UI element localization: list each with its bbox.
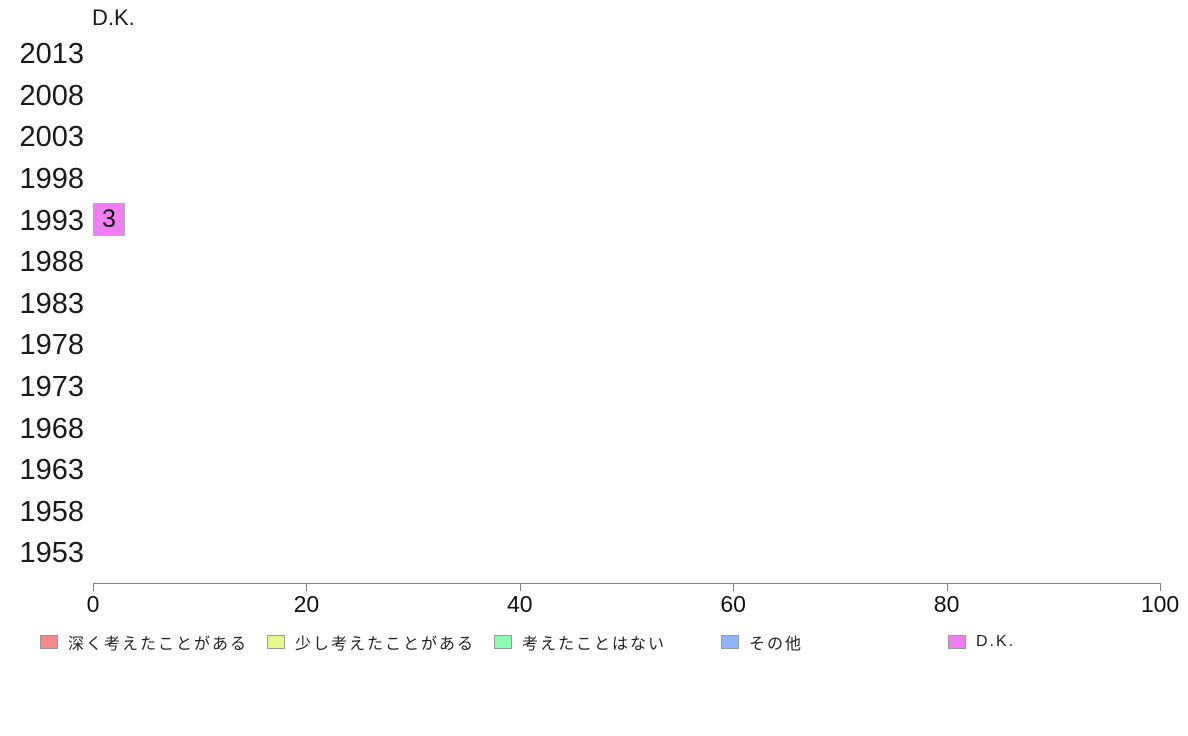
x-tick-label: 60 <box>720 591 746 617</box>
y-axis-label: 1988 <box>19 246 84 279</box>
row-plot-area <box>93 117 1160 159</box>
legend-swatch <box>40 635 58 649</box>
legend-item: その他 <box>721 632 804 653</box>
y-axis-label: 1983 <box>19 287 84 320</box>
y-axis-label: 1973 <box>19 371 84 404</box>
row-plot-area <box>93 76 1160 118</box>
x-tick-mark <box>93 583 94 591</box>
chart-row: 1993 3 <box>0 200 1160 242</box>
bar-1993: 3 <box>93 203 125 237</box>
chart-row: 1998 <box>0 159 1160 201</box>
y-axis-label: 2008 <box>19 79 84 112</box>
chart-row: 2003 <box>0 117 1160 159</box>
chart-row: 1958 <box>0 492 1160 534</box>
x-tick-mark <box>1160 583 1161 591</box>
x-tick-label: 80 <box>933 591 960 617</box>
legend-swatch <box>721 635 739 649</box>
row-plot-area <box>93 34 1160 76</box>
x-axis-line <box>93 583 1160 584</box>
bar-value-label: 3 <box>102 205 116 234</box>
chart-title: D.K. <box>92 5 135 30</box>
legend: 深く考えたことがある 少し考えたことがある 考えたことはない その他 D.K. <box>40 632 1180 654</box>
legend-item: D.K. <box>948 632 1015 652</box>
row-plot-area <box>93 284 1160 326</box>
y-axis-label: 1978 <box>19 329 84 362</box>
legend-label: 深く考えたことがある <box>68 636 249 653</box>
row-plot-area <box>93 533 1160 575</box>
y-axis-label: 1998 <box>19 163 84 196</box>
row-plot-area: 3 <box>93 200 1160 242</box>
legend-label: その他 <box>749 636 804 653</box>
plot-area: 2013 2008 2003 1998 1993 3 1988 1983 1978 1973 196… <box>0 34 1160 575</box>
chart-row: 1953 <box>0 533 1160 575</box>
row-plot-area <box>93 325 1160 367</box>
chart-row: 2008 <box>0 76 1160 118</box>
x-tick-mark <box>733 583 735 591</box>
y-axis-label: 1953 <box>19 537 84 570</box>
y-axis-label: 2003 <box>19 121 84 154</box>
row-plot-area <box>93 242 1160 284</box>
chart-row: 2013 <box>0 34 1160 76</box>
row-plot-area <box>93 450 1160 492</box>
y-axis-label: 1968 <box>19 412 84 445</box>
x-tick-label: 100 <box>1140 591 1180 617</box>
legend-swatch <box>494 635 512 649</box>
legend-label: D.K. <box>976 633 1016 650</box>
chart-row: 1963 <box>0 450 1160 492</box>
chart-row: 1983 <box>0 284 1160 326</box>
x-tick-mark <box>946 583 948 591</box>
chart-row: 1973 <box>0 367 1160 409</box>
legend-label: 少し考えたことがある <box>295 636 476 653</box>
y-axis-label: 2013 <box>19 38 84 71</box>
chart-row: 1978 <box>0 325 1160 367</box>
legend-item: 少し考えたことがある <box>267 632 476 653</box>
legend-item: 考えたことはない <box>494 632 667 653</box>
row-plot-area <box>93 492 1160 534</box>
legend-swatch <box>267 635 285 649</box>
row-plot-area <box>93 159 1160 201</box>
legend-item: 深く考えたことがある <box>40 632 249 653</box>
y-axis-label: 1963 <box>19 454 84 487</box>
x-axis: 0 20 40 60 80 100 <box>87 583 1179 623</box>
y-axis-label: 1958 <box>19 495 84 528</box>
legend-swatch <box>948 635 966 649</box>
x-tick-label: 20 <box>293 591 320 617</box>
y-axis-label: 1993 <box>19 204 84 237</box>
row-plot-area <box>93 367 1160 409</box>
x-tick-mark <box>519 583 521 591</box>
legend-label: 考えたことはない <box>522 636 667 653</box>
chart-row: 1988 <box>0 242 1160 284</box>
x-tick-mark <box>306 583 308 591</box>
chart-row: 1968 <box>0 408 1160 450</box>
x-tick-label: 40 <box>507 591 533 617</box>
x-tick-label: 0 <box>86 591 100 617</box>
row-plot-area <box>93 408 1160 450</box>
